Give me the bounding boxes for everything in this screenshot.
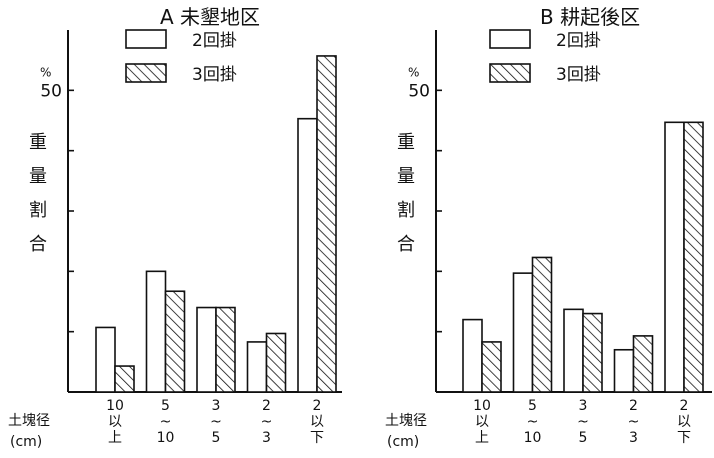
x-tick-label: 3	[579, 398, 588, 414]
bar-series-1	[95, 326, 116, 393]
x-tick-label: 10	[524, 430, 542, 446]
legend-label: 2回掛	[556, 31, 601, 51]
bar-series-1	[297, 117, 318, 393]
x-axis-unit: (cm)	[10, 434, 42, 450]
x-tick-label: 上	[475, 430, 489, 446]
bar-series-2	[265, 332, 287, 393]
legend-swatch-plain	[489, 29, 531, 49]
y-axis-label-char: 重	[397, 132, 415, 153]
y-axis-label-char: 量	[29, 166, 47, 187]
x-tick-label: 5	[212, 430, 221, 446]
bar-series-1	[246, 341, 268, 393]
x-tick-label: ~	[628, 414, 640, 430]
legend-swatch-hatched	[489, 63, 531, 83]
x-axis-label: 土塊径	[385, 413, 427, 429]
x-tick-label: ~	[261, 414, 273, 430]
x-tick-label: ~	[160, 414, 172, 430]
x-tick-label: 上	[108, 430, 122, 446]
bar-series-2	[215, 306, 236, 393]
x-tick-label: ~	[210, 414, 222, 430]
legend-label: 3回掛	[192, 65, 237, 85]
x-tick-label: 5	[528, 398, 537, 414]
legend-label: 3回掛	[556, 65, 601, 85]
bar-series-2	[683, 121, 704, 393]
x-tick-label: 下	[310, 430, 324, 446]
x-tick-label: 以	[475, 414, 489, 430]
y-axis-label-char: 合	[29, 234, 47, 255]
bar-series-2	[114, 365, 135, 393]
y-tick-label: 50	[40, 81, 62, 101]
y-unit-label: %	[40, 65, 51, 79]
legend-swatch-plain	[125, 29, 167, 49]
x-tick-label: 2	[262, 398, 271, 414]
y-axis-label-char: 割	[397, 200, 415, 221]
bar-series-2	[481, 341, 502, 393]
x-tick-label: 5	[579, 430, 588, 446]
bar-series-1	[196, 306, 217, 393]
legend-label: 2回掛	[192, 31, 237, 51]
x-tick-label: 3	[629, 430, 638, 446]
x-tick-label: 2	[680, 398, 689, 414]
y-tick-label: 50	[408, 81, 430, 101]
bar-series-1	[145, 270, 167, 393]
bar-series-2	[632, 335, 654, 393]
bar-series-2	[164, 290, 186, 393]
chart-title: A 未墾地区	[160, 5, 260, 29]
x-tick-label: 下	[677, 430, 691, 446]
x-axis-label: 土塊径	[8, 413, 50, 429]
x-tick-label: 3	[262, 430, 271, 446]
x-tick-label: ~	[577, 414, 589, 430]
chart-panel-b: B 耕起後区50%重量割合2回掛3回掛10以上5~103~52~32以下土塊径(…	[385, 5, 712, 450]
bar-series-2	[531, 256, 553, 393]
x-axis-unit: (cm)	[387, 434, 419, 450]
chart-title: B 耕起後区	[540, 5, 640, 29]
x-tick-label: 以	[108, 414, 122, 430]
bar-series-1	[664, 121, 685, 393]
x-tick-label: 10	[157, 430, 175, 446]
x-tick-label: 3	[212, 398, 221, 414]
chart-panel-a: A 未墾地区50%重量割合2回掛3回掛10以上5~103~52~32以下土塊径(…	[8, 5, 342, 450]
x-tick-label: 以	[310, 414, 324, 430]
bar-series-1	[462, 318, 483, 393]
x-tick-label: 以	[677, 414, 691, 430]
y-axis-label-char: 重	[29, 132, 47, 153]
x-tick-label: 10	[473, 398, 491, 414]
y-axis-label-char: 割	[29, 200, 47, 221]
y-axis-label-char: 合	[397, 234, 415, 255]
legend-swatch-hatched	[125, 63, 167, 83]
bar-series-2	[582, 312, 603, 393]
bar-series-2	[316, 55, 337, 393]
x-tick-label: 2	[313, 398, 322, 414]
y-axis-label-char: 量	[397, 166, 415, 187]
bar-series-1	[563, 308, 584, 393]
y-unit-label: %	[408, 65, 419, 79]
x-tick-label: ~	[527, 414, 539, 430]
x-tick-label: 10	[106, 398, 124, 414]
x-tick-label: 2	[629, 398, 638, 414]
x-tick-label: 5	[161, 398, 170, 414]
bar-series-1	[512, 272, 534, 393]
bar-series-1	[613, 348, 635, 393]
